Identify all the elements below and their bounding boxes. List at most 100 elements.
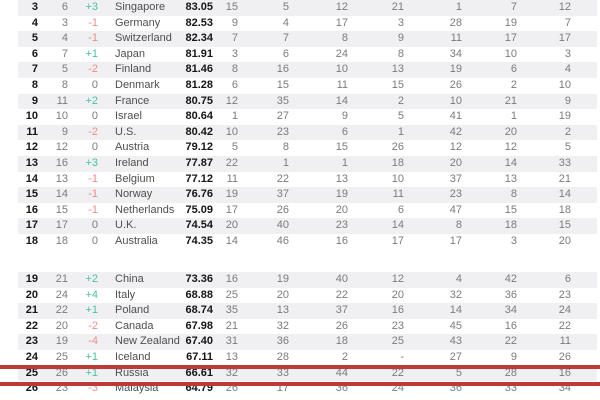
previous-rank-cell: 16 xyxy=(55,156,68,169)
score-cell: 68.74 xyxy=(185,304,213,317)
country-cell: New Zealand xyxy=(115,335,180,348)
rank-cell: 23 xyxy=(25,335,38,348)
score-cell: 67.98 xyxy=(185,319,213,332)
category-rank-cell: 2 xyxy=(397,94,404,107)
rank-cell: 4 xyxy=(31,16,38,29)
category-rank-cell: 12 xyxy=(449,141,462,154)
score-cell: 75.09 xyxy=(185,203,213,216)
score-cell: 79.12 xyxy=(185,141,213,154)
rank-change-cell: +2 xyxy=(85,273,98,285)
score-cell: 67.40 xyxy=(185,335,213,348)
rank-cell: 18 xyxy=(25,234,38,247)
category-rank-cell: 1 xyxy=(397,125,404,138)
table-row: 7 5 -2 Finland 81.46 8 16 10 13 19 6 4 xyxy=(0,62,600,78)
category-rank-cell: 23 xyxy=(335,219,348,232)
category-rank-cell: 27 xyxy=(276,110,289,123)
category-rank-cell: 12 xyxy=(504,141,517,154)
category-rank-cell: 6 xyxy=(231,78,238,91)
category-rank-cell: 5 xyxy=(282,1,289,13)
rank-cell: 26 xyxy=(25,382,38,395)
category-rank-cell: 16 xyxy=(225,273,238,285)
category-rank-cell: 10 xyxy=(449,94,462,107)
category-rank-cell: 13 xyxy=(391,63,404,76)
category-rank-cell: 9 xyxy=(564,94,571,107)
category-rank-cell: 16 xyxy=(276,63,289,76)
rank-cell: 24 xyxy=(25,350,38,363)
category-rank-cell: 21 xyxy=(504,94,517,107)
category-rank-cell: 20 xyxy=(449,156,462,169)
table-row: 23 19 -4 New Zealand 67.40 31 36 18 25 43 22 11 xyxy=(0,334,600,350)
category-rank-cell: 6 xyxy=(397,203,404,216)
table-row: 11 9 -2 U.S. 80.42 10 23 6 1 42 20 2 xyxy=(0,124,600,141)
table-section-upper: 3 6 +3 Singapore 83.05 15 5 12 21 1 7 12 4 3 -1 Germany… xyxy=(0,0,600,247)
rank-change-cell: +1 xyxy=(85,304,98,317)
score-cell: 82.34 xyxy=(185,32,213,45)
previous-rank-cell: 18 xyxy=(55,234,68,247)
score-cell: 80.64 xyxy=(185,110,213,123)
category-rank-cell: 6 xyxy=(510,63,517,76)
category-rank-cell: 5 xyxy=(564,141,571,154)
category-rank-cell: 23 xyxy=(449,188,462,201)
previous-rank-cell: 7 xyxy=(61,47,68,60)
rank-cell: 17 xyxy=(25,219,38,232)
table-row: 9 11 +2 France 80.75 12 35 14 2 10 21 9 xyxy=(0,93,600,110)
category-rank-cell: 19 xyxy=(335,188,348,201)
category-rank-cell: 18 xyxy=(335,335,348,348)
rank-change-cell: -4 xyxy=(88,335,98,348)
category-rank-cell: 7 xyxy=(231,32,238,45)
category-rank-cell: - xyxy=(400,350,404,363)
category-rank-cell: 14 xyxy=(449,304,462,317)
category-rank-cell: 14 xyxy=(225,234,238,247)
score-cell: 80.42 xyxy=(185,125,213,138)
country-cell: France xyxy=(115,94,150,107)
category-rank-cell: 17 xyxy=(449,234,462,247)
country-cell: Singapore xyxy=(115,1,166,13)
category-rank-cell: 33 xyxy=(558,156,571,169)
category-rank-cell: 32 xyxy=(449,288,462,301)
rank-change-cell: 0 xyxy=(91,78,98,91)
category-rank-cell: 42 xyxy=(449,125,462,138)
rank-change-cell: 0 xyxy=(91,234,98,247)
country-cell: Italy xyxy=(115,288,136,301)
rank-change-cell: +4 xyxy=(85,288,98,301)
score-cell: 74.35 xyxy=(185,234,213,247)
country-cell: U.S. xyxy=(115,125,137,138)
category-rank-cell: 32 xyxy=(225,366,238,379)
rank-change-cell: -1 xyxy=(88,188,98,201)
category-rank-cell: 42 xyxy=(504,273,517,285)
previous-rank-cell: 19 xyxy=(55,335,68,348)
category-rank-cell: 22 xyxy=(391,366,404,379)
category-rank-cell: 11 xyxy=(450,32,462,45)
category-rank-cell: 23 xyxy=(391,319,404,332)
table-row: 22 20 -2 Canada 67.98 21 32 26 23 45 16 22 xyxy=(0,319,600,335)
rank-cell: 12 xyxy=(25,141,38,154)
country-cell: Denmark xyxy=(115,78,160,91)
category-rank-cell: 24 xyxy=(558,304,571,317)
category-rank-cell: 21 xyxy=(225,319,238,332)
previous-rank-cell: 5 xyxy=(61,63,68,76)
category-rank-cell: 26 xyxy=(335,319,348,332)
category-rank-cell: 8 xyxy=(510,188,517,201)
category-rank-cell: 40 xyxy=(276,219,289,232)
category-rank-cell: 25 xyxy=(225,288,238,301)
rank-cell: 11 xyxy=(26,125,38,138)
category-rank-cell: 15 xyxy=(335,141,348,154)
previous-rank-cell: 3 xyxy=(61,16,68,29)
category-rank-cell: 12 xyxy=(391,273,404,285)
category-rank-cell: 11 xyxy=(559,335,571,348)
category-rank-cell: 18 xyxy=(558,203,571,216)
table-row: 26 23 -3 Malaysia 64.79 26 17 36 24 36 33 34 xyxy=(0,381,600,397)
previous-rank-cell: 21 xyxy=(55,273,68,285)
category-rank-cell: 22 xyxy=(225,156,238,169)
category-rank-cell: 9 xyxy=(397,32,404,45)
category-rank-cell: 20 xyxy=(276,288,289,301)
score-cell: 68.88 xyxy=(185,288,213,301)
category-rank-cell: 15 xyxy=(391,78,404,91)
rank-change-cell: 0 xyxy=(91,219,98,232)
table-row: 24 25 +1 Iceland 67.11 13 28 2 - 27 9 26 xyxy=(0,350,600,366)
rank-cell: 5 xyxy=(31,32,38,45)
score-cell: 81.91 xyxy=(185,47,213,60)
table-row: 3 6 +3 Singapore 83.05 15 5 12 21 1 7 12 xyxy=(0,0,600,16)
previous-rank-cell: 12 xyxy=(55,141,68,154)
category-rank-cell: 22 xyxy=(335,288,348,301)
